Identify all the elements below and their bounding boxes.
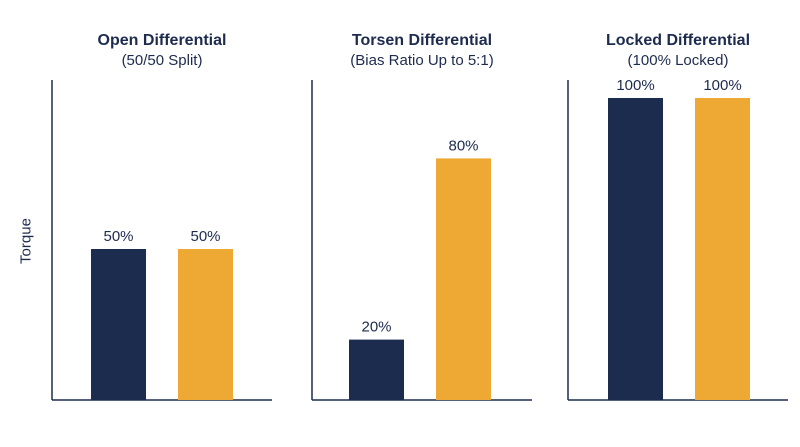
panel-2-bar-1 bbox=[349, 339, 404, 400]
panel-1-bar-2-label: 50% bbox=[190, 228, 220, 245]
panel-1-subtitle: (50/50 Split) bbox=[121, 52, 203, 69]
panel-1-bar-1-label: 50% bbox=[103, 228, 133, 245]
panel-2-bar-2-label: 80% bbox=[448, 137, 478, 154]
panel-3-bar-1 bbox=[608, 98, 663, 400]
panel-3-bar-2-label: 100% bbox=[703, 77, 741, 94]
panel-2-bar-2 bbox=[436, 158, 491, 400]
panel-3-bar-1-label: 100% bbox=[616, 77, 654, 94]
panel-3-subtitle: (100% Locked) bbox=[627, 52, 729, 69]
panel-2-bar-1-label: 20% bbox=[361, 319, 391, 336]
panel-2-subtitle: (Bias Ratio Up to 5:1) bbox=[350, 52, 494, 69]
panel-1-bar-2 bbox=[178, 249, 233, 400]
panel-1-title: Open Differential bbox=[97, 32, 227, 49]
panel-1-bar-1 bbox=[91, 249, 146, 400]
panel-2-title: Torsen Differential bbox=[351, 32, 493, 49]
panel-3-title: Locked Differential bbox=[605, 32, 751, 49]
panel-3-bar-2 bbox=[695, 98, 750, 400]
